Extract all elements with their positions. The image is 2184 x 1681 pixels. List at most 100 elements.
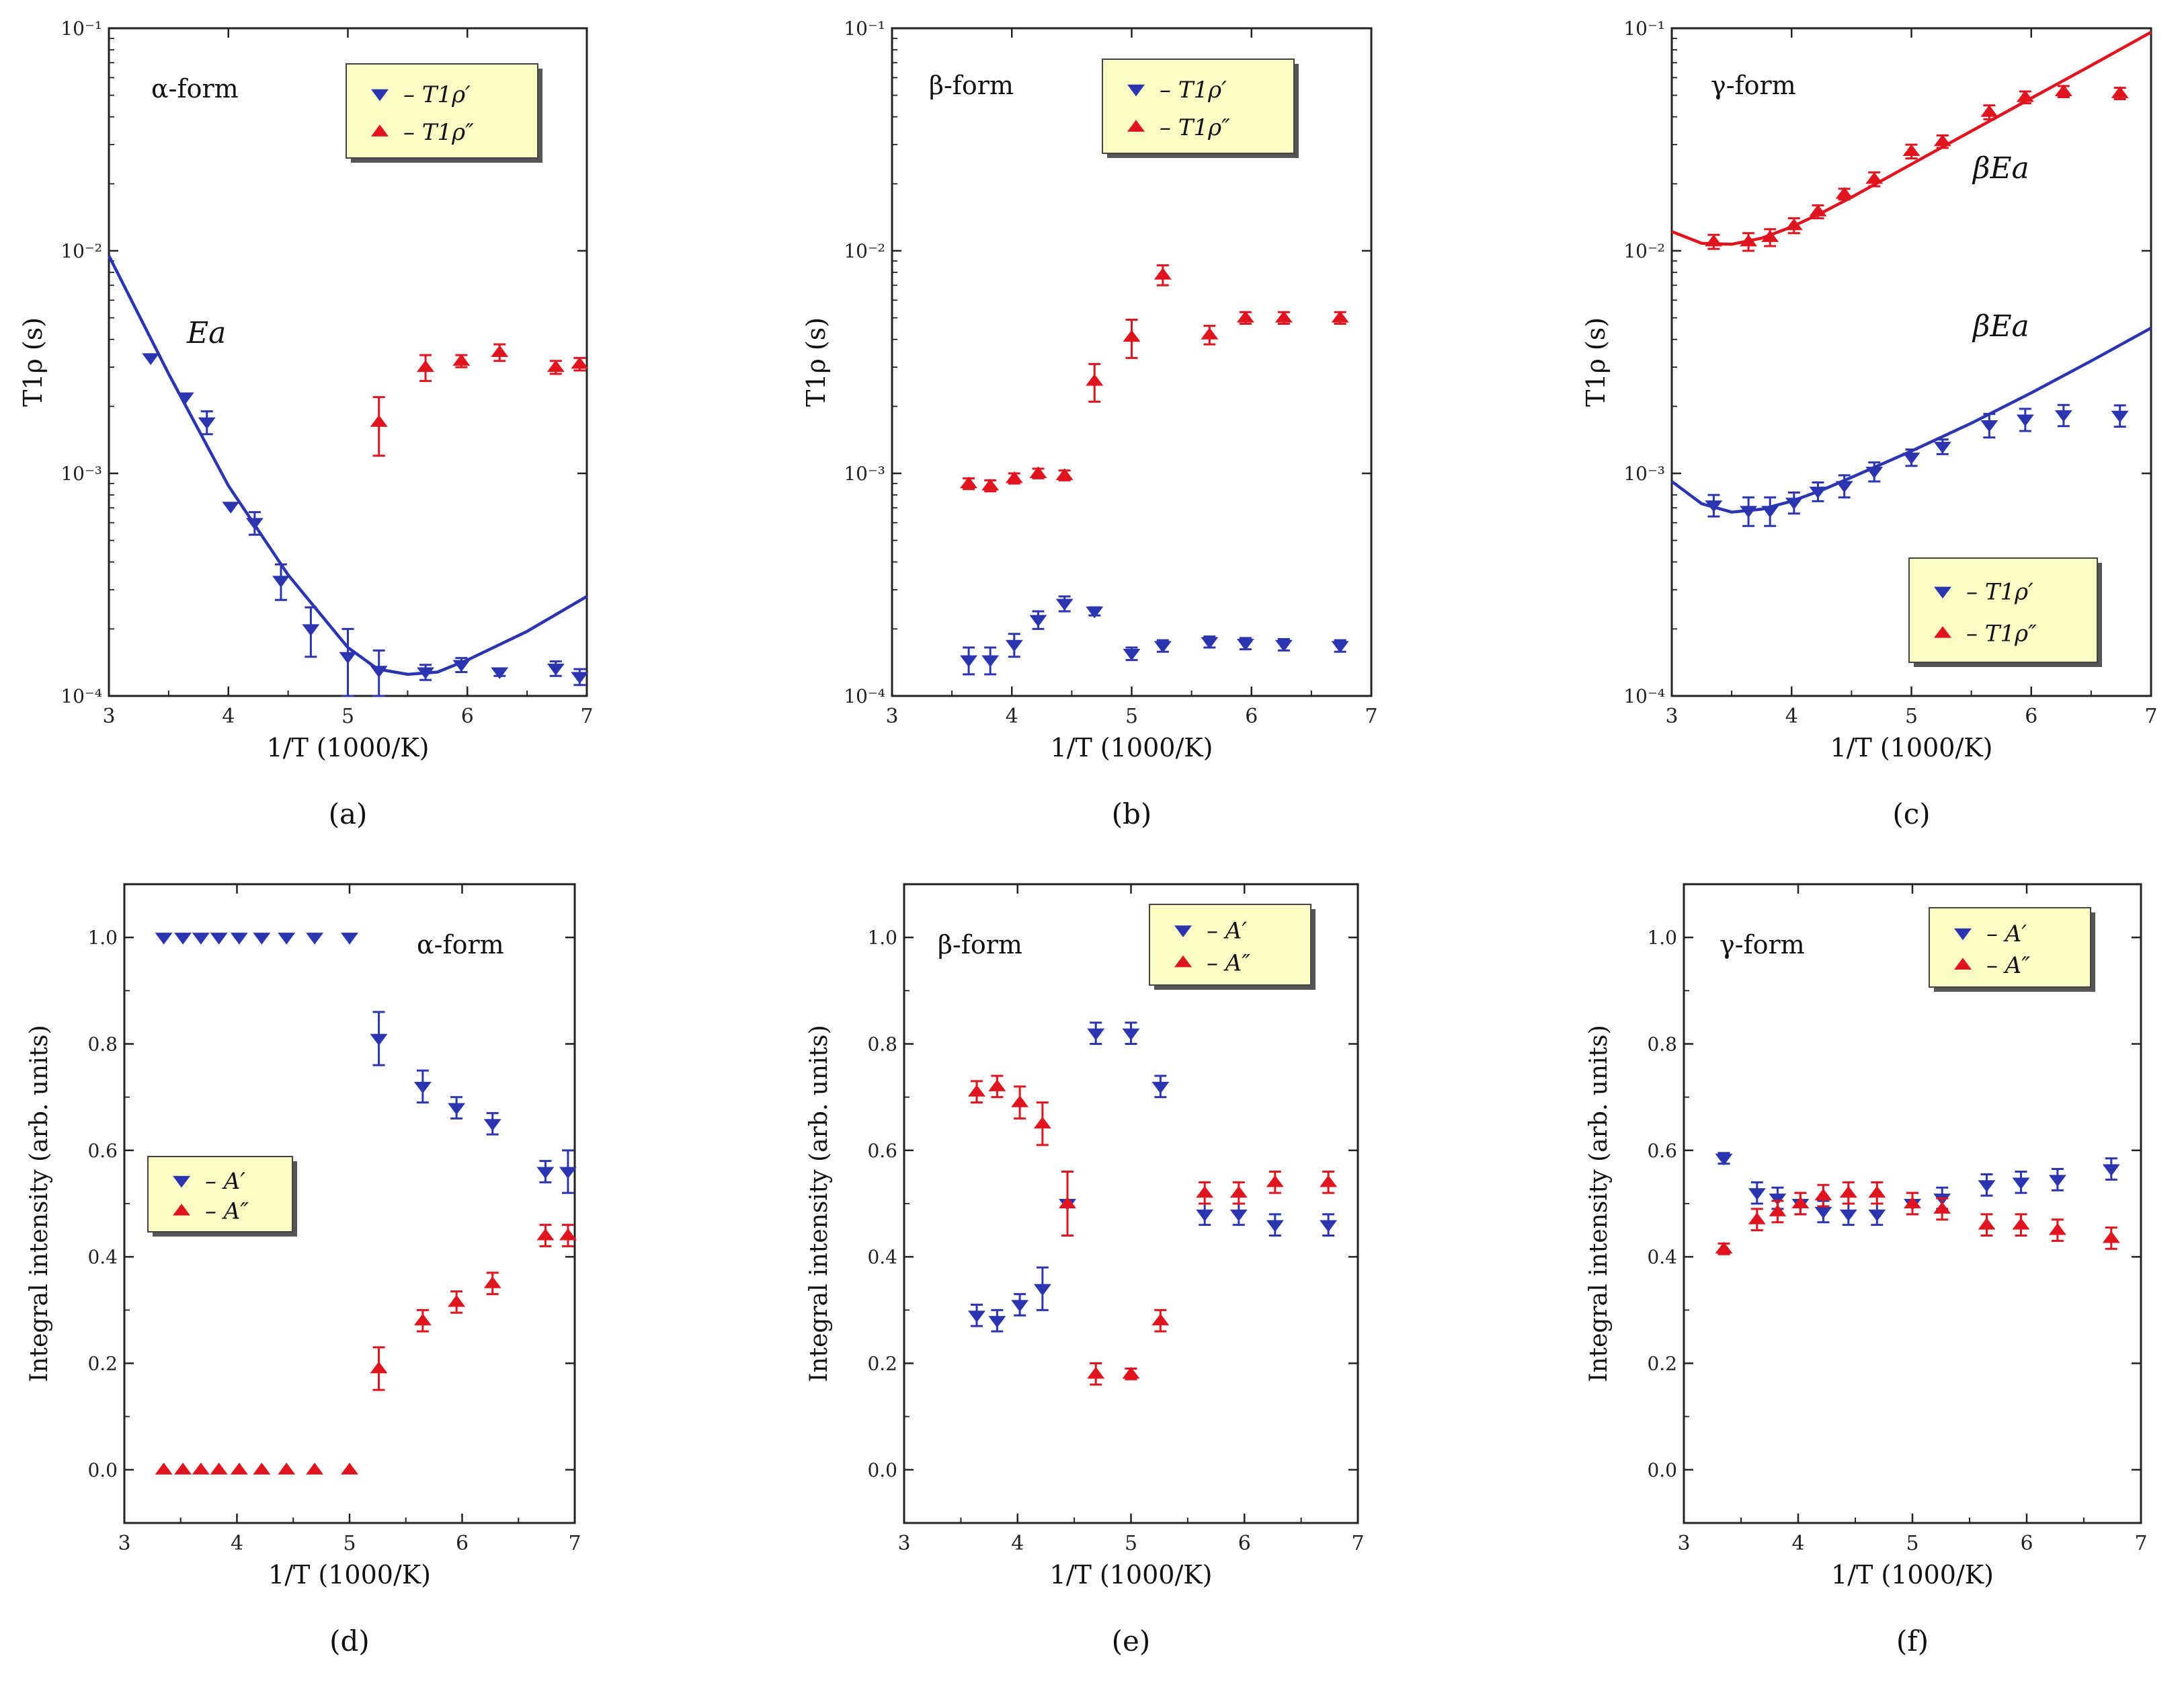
legend-marker	[371, 89, 389, 102]
x-tick-label: 6	[2020, 1532, 2033, 1555]
x-tick-label: 7	[2134, 1532, 2147, 1555]
data-point	[174, 1462, 192, 1475]
form-label: γ-form	[1711, 71, 1796, 100]
data-point	[1151, 1081, 1170, 1094]
y-tick-label: 0.6	[1647, 1140, 1677, 1162]
series-up	[370, 343, 589, 457]
data-point	[1151, 1313, 1170, 1326]
y-tick-label: 0.6	[87, 1140, 118, 1162]
y-axis-label: Integral intensity (arb. units)	[805, 1025, 833, 1382]
data-point	[1868, 1209, 1886, 1222]
y-tick-label: 0.8	[1647, 1033, 1677, 1056]
series-up	[1705, 84, 2129, 252]
legend: – A′ – A″	[1149, 904, 1316, 990]
data-point	[1809, 204, 1827, 217]
panel-f: 3 4 5 6 7 0.0 0.2 0.4 0.6 0.8 1.0 1/T (1000/K) Integ…	[1585, 883, 2148, 1657]
data-point	[483, 1276, 501, 1288]
data-point	[370, 415, 388, 427]
data-point	[1715, 1241, 1733, 1254]
data-point	[981, 478, 1000, 491]
legend-marker	[1954, 957, 1972, 970]
legend-marker	[371, 124, 389, 136]
data-point	[1055, 598, 1074, 611]
legend-label: – T1ρ″	[1966, 621, 2037, 648]
x-tick-label: 5	[1125, 1532, 1137, 1555]
data-point	[536, 1167, 555, 1179]
data-point	[1980, 420, 1998, 432]
data-point	[1055, 468, 1074, 480]
fit-line-0	[1671, 30, 2152, 246]
data-point	[155, 1462, 173, 1475]
data-point	[1033, 1284, 1051, 1296]
legend-box	[1908, 557, 2098, 663]
data-point	[2016, 414, 2034, 427]
y-tick-label: 10⁻²	[1623, 240, 1665, 262]
data-point	[1785, 498, 1803, 510]
y-tick-label: 10⁻⁴	[844, 685, 885, 707]
data-point	[222, 502, 240, 514]
legend-label: – A″	[1207, 949, 1250, 976]
y-tick-label: 10⁻⁴	[60, 685, 102, 707]
legend-marker	[173, 1204, 190, 1216]
series-up	[1715, 1181, 2120, 1255]
data-point	[988, 1316, 1006, 1328]
data-point	[192, 933, 210, 945]
legend-label: – T1ρ′	[1966, 579, 2033, 606]
legend: – T1ρ′ – T1ρ″	[1102, 58, 1299, 158]
data-point	[547, 663, 565, 676]
data-point	[452, 660, 471, 672]
series-down	[1705, 403, 2129, 527]
data-point	[1769, 1204, 1787, 1216]
panel-label: (e)	[1112, 1625, 1151, 1657]
data-point	[370, 666, 388, 678]
data-point	[448, 1103, 466, 1116]
data-point	[448, 1294, 466, 1307]
x-tick-label: 5	[1906, 1532, 1918, 1555]
y-tick-label: 0.4	[87, 1246, 118, 1268]
data-point	[1005, 639, 1023, 652]
data-point	[1809, 486, 1827, 499]
y-tick-label: 10⁻⁴	[1623, 685, 1665, 707]
legend-label: – T1ρ′	[403, 81, 471, 108]
series-down	[142, 353, 589, 697]
data-point	[1154, 268, 1172, 280]
data-point	[491, 345, 509, 357]
panel-d: 3 4 5 6 7 0.0 0.2 0.4 0.6 0.8 1.0 1/T (1000/K) Integ…	[26, 883, 581, 1657]
data-point	[1059, 1196, 1076, 1209]
y-tick-label: 0.2	[87, 1353, 118, 1375]
data-point	[2111, 410, 2129, 423]
data-point	[1011, 1095, 1029, 1107]
data-point	[1865, 171, 1884, 184]
data-point	[2048, 1223, 2066, 1235]
y-tick-label: 0.8	[87, 1033, 118, 1056]
data-point	[1748, 1212, 1766, 1224]
legend: – T1ρ′ – T1ρ″	[1908, 557, 2102, 667]
form-label: α-form	[417, 930, 504, 960]
x-axis-label: 1/T (1000/K)	[268, 1560, 431, 1590]
data-point	[1033, 1116, 1051, 1129]
panel-label: (d)	[329, 1625, 370, 1657]
data-point	[155, 933, 173, 945]
data-point	[1705, 500, 1723, 512]
data-point	[198, 417, 216, 430]
y-axis-label: Integral intensity (arb. units)	[26, 1025, 53, 1382]
data-point	[245, 518, 264, 530]
data-point	[1266, 1220, 1284, 1233]
x-tick-label: 7	[1351, 1532, 1364, 1555]
data-point	[1785, 218, 1803, 231]
data-point	[1154, 641, 1172, 653]
data-point	[1980, 105, 1998, 117]
panel-label: (a)	[329, 797, 368, 830]
data-point	[1005, 471, 1023, 483]
data-point	[1029, 615, 1047, 627]
data-point	[192, 1462, 210, 1475]
panel-label: (c)	[1892, 797, 1930, 830]
data-point	[988, 1079, 1006, 1091]
data-point	[452, 354, 471, 366]
x-tick-label: 4	[231, 1532, 243, 1555]
series-down	[155, 933, 577, 1194]
data-point	[1902, 453, 1920, 465]
form-label: γ-form	[1720, 930, 1805, 960]
y-tick-label: 1.0	[867, 927, 897, 949]
fit-annotation: βEa	[1972, 309, 2029, 344]
